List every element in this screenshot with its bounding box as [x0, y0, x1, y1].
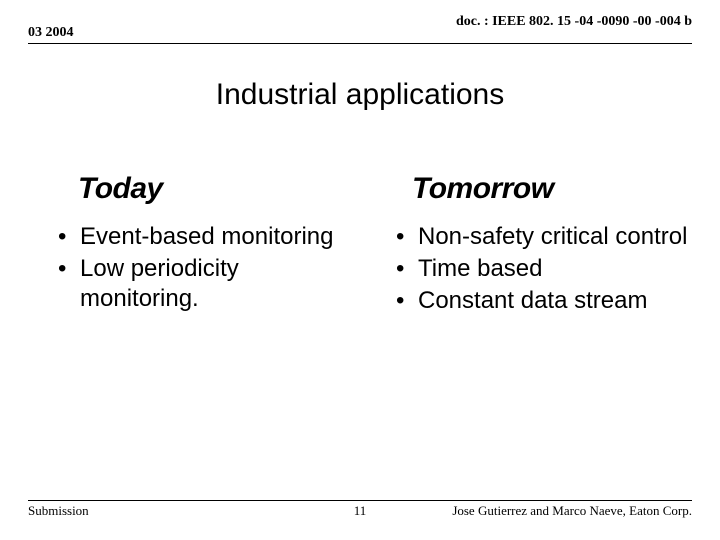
list-item: Event-based monitoring: [50, 222, 340, 252]
list-item: Low periodicity monitoring.: [50, 254, 340, 314]
slide-title: Industrial applications: [0, 78, 720, 112]
slide-header: 03 2004 doc. : IEEE 802. 15 -04 -0090 -0…: [28, 14, 692, 44]
list-item: Non-safety critical control: [388, 222, 688, 252]
right-bullet-list: Non-safety critical control Time based C…: [388, 222, 688, 318]
slide-footer: Submission 11 Jose Gutierrez and Marco N…: [28, 500, 692, 522]
header-date: 03 2004: [28, 25, 74, 41]
heading-today: Today: [78, 172, 163, 206]
footer-page-number: 11: [354, 503, 367, 519]
list-item: Constant data stream: [388, 286, 688, 316]
header-doc-id: doc. : IEEE 802. 15 -04 -0090 -00 -004 b: [456, 14, 692, 30]
heading-tomorrow: Tomorrow: [412, 172, 554, 206]
footer-authors: Jose Gutierrez and Marco Naeve, Eaton Co…: [452, 503, 692, 519]
list-item: Time based: [388, 254, 688, 284]
left-bullet-list: Event-based monitoring Low periodicity m…: [50, 222, 340, 316]
footer-submission: Submission: [28, 503, 89, 519]
